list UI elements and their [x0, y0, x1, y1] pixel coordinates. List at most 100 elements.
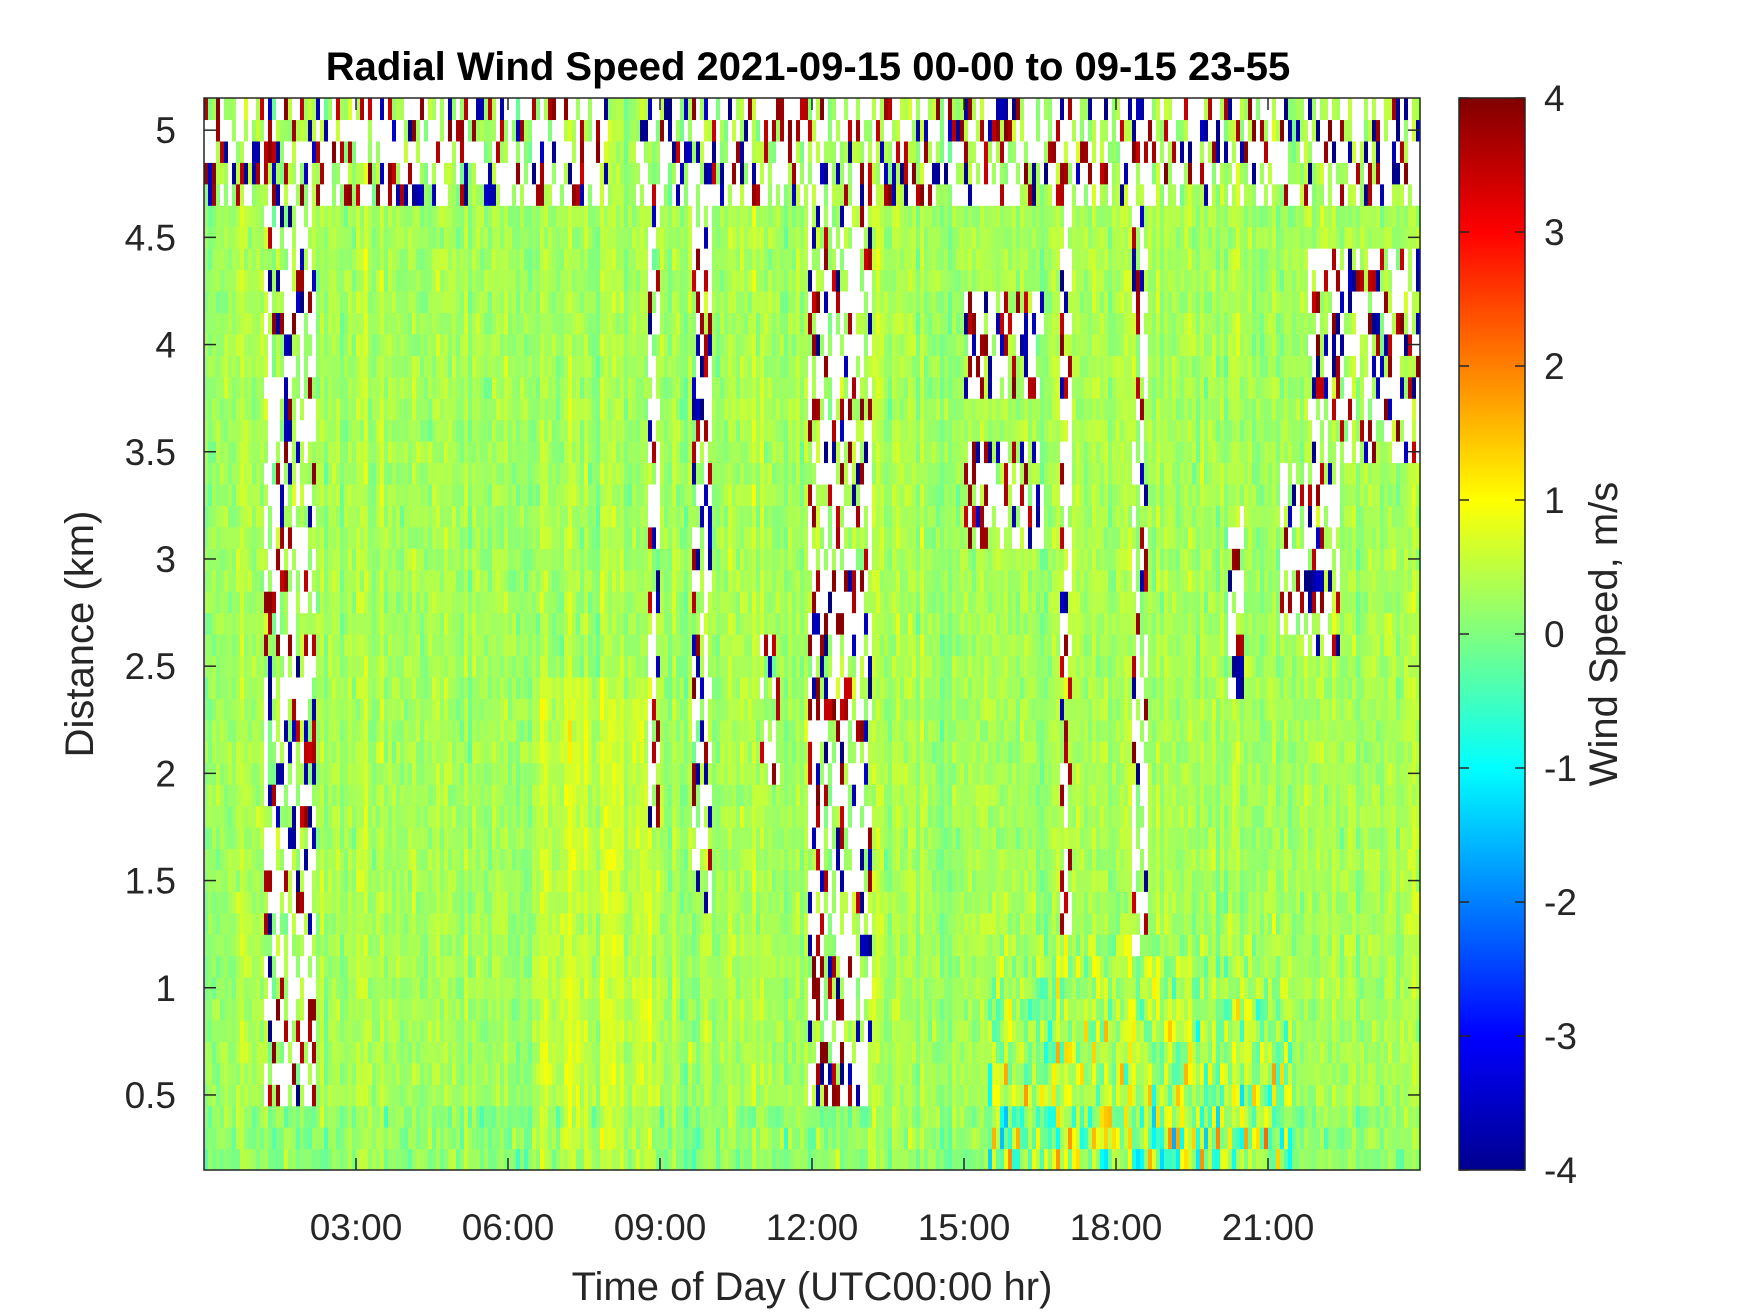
heatmap-cell — [496, 376, 501, 399]
heatmap-cell — [336, 912, 341, 935]
heatmap-cell — [488, 762, 493, 785]
heatmap-cell — [312, 376, 317, 399]
heatmap-cell — [464, 398, 469, 421]
heatmap-cell — [564, 1148, 569, 1171]
heatmap-cell — [280, 205, 285, 228]
heatmap-cell — [396, 183, 401, 206]
heatmap-cell — [488, 140, 493, 163]
heatmap-cell — [272, 462, 277, 485]
heatmap-cell — [536, 676, 541, 699]
heatmap-cell — [344, 140, 349, 163]
heatmap-cell — [496, 676, 501, 699]
heatmap-cell — [252, 483, 257, 506]
heatmap-cell — [304, 419, 309, 442]
heatmap-cell — [356, 655, 361, 678]
heatmap-cell — [544, 977, 549, 1000]
heatmap-cell — [524, 891, 529, 914]
heatmap-cell — [496, 719, 501, 742]
heatmap-cell — [580, 891, 585, 914]
heatmap-cell — [256, 655, 261, 678]
heatmap-cell — [540, 183, 545, 206]
heatmap-cell — [336, 483, 341, 506]
heatmap-cell — [208, 205, 213, 228]
heatmap-cell — [404, 290, 409, 313]
heatmap-cell — [392, 548, 397, 571]
heatmap-cell — [476, 805, 481, 828]
heatmap-cell — [204, 205, 209, 228]
heatmap-cell — [568, 1062, 573, 1085]
heatmap-cell — [360, 226, 365, 249]
heatmap-cell — [440, 591, 445, 614]
heatmap-cell — [304, 290, 309, 313]
heatmap-cell — [484, 719, 489, 742]
heatmap-cell — [376, 955, 381, 978]
heatmap-cell — [320, 140, 325, 163]
heatmap-cell — [204, 419, 209, 442]
heatmap-cell — [572, 591, 577, 614]
heatmap-cell — [508, 1019, 513, 1042]
heatmap-cell — [412, 119, 417, 142]
heatmap-cell — [600, 376, 605, 399]
heatmap-cell — [452, 1019, 457, 1042]
heatmap-cell — [352, 998, 357, 1021]
heatmap-cell — [280, 1084, 285, 1107]
heatmap-cell — [588, 526, 593, 549]
heatmap-cell — [344, 891, 349, 914]
heatmap-cell — [368, 848, 373, 871]
heatmap-cell — [388, 998, 393, 1021]
heatmap-cell — [244, 891, 249, 914]
heatmap-cell — [232, 977, 237, 1000]
heatmap-cell — [408, 891, 413, 914]
heatmap-cell — [356, 1041, 361, 1064]
heatmap-cell — [320, 612, 325, 635]
heatmap-cell — [552, 312, 557, 335]
heatmap-cell — [524, 98, 529, 121]
heatmap-cell — [232, 1105, 237, 1128]
heatmap-cell — [500, 591, 505, 614]
heatmap-cell — [476, 1062, 481, 1085]
heatmap-cell — [264, 462, 269, 485]
heatmap-cell — [332, 1148, 337, 1171]
heatmap-cell — [332, 462, 337, 485]
heatmap-cell — [312, 333, 317, 356]
heatmap-cell — [260, 140, 265, 163]
heatmap-cell — [408, 1127, 413, 1150]
heatmap-cell — [560, 977, 565, 1000]
heatmap-cell — [480, 977, 485, 1000]
heatmap-cell — [240, 98, 245, 121]
heatmap-cell — [244, 441, 249, 464]
heatmap-cell — [444, 805, 449, 828]
heatmap-cell — [420, 462, 425, 485]
heatmap-cell — [332, 526, 337, 549]
heatmap-cell — [268, 248, 273, 271]
heatmap-cell — [432, 205, 437, 228]
heatmap-cell — [592, 869, 597, 892]
heatmap-cell — [476, 248, 481, 271]
heatmap-cell — [348, 741, 353, 764]
heatmap-cell — [396, 1148, 401, 1171]
heatmap-cell — [228, 140, 233, 163]
heatmap-cell — [316, 698, 321, 721]
heatmap-cell — [544, 140, 549, 163]
heatmap-cell — [444, 140, 449, 163]
heatmap-cell — [208, 676, 213, 699]
heatmap-cell — [252, 977, 257, 1000]
heatmap-cell — [220, 998, 225, 1021]
heatmap-cell — [548, 977, 553, 1000]
heatmap-cell — [276, 1148, 281, 1171]
heatmap-cell — [548, 955, 553, 978]
heatmap-cell — [320, 698, 325, 721]
heatmap-cell — [344, 119, 349, 142]
heatmap-cell — [444, 333, 449, 356]
heatmap-cell — [384, 891, 389, 914]
heatmap-cell — [504, 290, 509, 313]
heatmap-cell — [468, 419, 473, 442]
heatmap-cell — [508, 248, 513, 271]
heatmap-cell — [228, 548, 233, 571]
heatmap-cell — [504, 1148, 509, 1171]
heatmap-cell — [520, 162, 525, 185]
heatmap-cell — [416, 333, 421, 356]
heatmap-cell — [584, 869, 589, 892]
heatmap-cell — [412, 505, 417, 528]
heatmap-cell — [512, 977, 517, 1000]
